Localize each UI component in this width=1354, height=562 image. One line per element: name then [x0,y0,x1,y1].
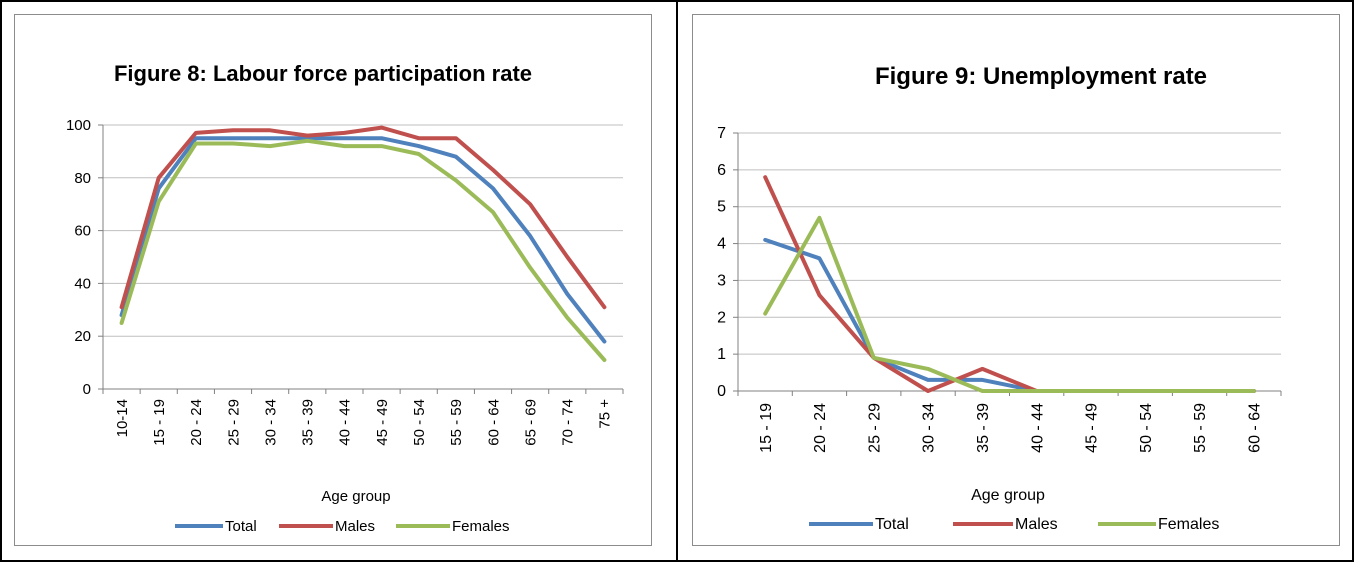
y-tick-label: 1 [717,346,726,363]
labour-force-chart: Figure 8: Labour force participation rat… [66,61,624,535]
legend-label-females: Females [452,518,510,535]
series-line-males [119,125,607,310]
series-line-males [763,175,1256,393]
y-tick-label: 0 [717,383,726,400]
y-tick-label: 20 [74,328,91,345]
y-tick-label: 80 [74,170,91,187]
y-tick-label: 40 [74,275,91,292]
x-tick-label: 40 - 44 [337,399,354,446]
chart-panel-unemployment: Figure 9: Unemployment rate 0 1 2 3 4 5 6 7 15 … [692,14,1340,546]
series-line-females [119,138,607,362]
chart-title: Figure 8: Labour force participation rat… [114,61,532,86]
y-tick-label: 3 [717,272,726,289]
x-tick-label: 60 - 64 [1246,403,1263,453]
x-tick-label: 55 - 59 [1192,403,1209,453]
x-tick-label: 15 - 19 [758,403,775,453]
series-line-total [119,136,607,344]
x-tick-label: 20 - 24 [188,399,205,446]
x-tick-label: 35 - 39 [975,403,992,453]
y-tick-label: 100 [66,117,91,134]
x-tick-label: 15 - 19 [151,399,168,446]
frame-divider [676,0,678,562]
x-tick-label: 70 - 74 [560,399,577,446]
y-tick-label: 4 [717,236,726,253]
x-tick-label: 50 - 54 [1138,403,1155,453]
x-tick-label: 30 - 34 [262,399,279,446]
x-tick-label: 50 - 54 [411,399,428,446]
x-tick-label: 10-14 [114,399,131,437]
x-tick-label: 30 - 34 [921,403,938,453]
x-tick-label: 45 - 49 [1084,403,1101,453]
legend-label-total: Total [875,516,909,533]
x-tick-label: 25 - 29 [225,399,242,446]
unemployment-chart: Figure 9: Unemployment rate 0 1 2 3 4 5 6 7 15 … [717,63,1282,533]
y-tick-label: 5 [717,199,726,216]
y-tick-label: 60 [74,223,91,240]
y-tick-label: 0 [83,381,91,398]
x-tick-label: 55 - 59 [448,399,465,446]
x-tick-label: 25 - 29 [866,403,883,453]
x-axis-label: Age group [971,487,1045,504]
legend-label-total: Total [225,518,257,535]
series-line-females [763,215,1256,393]
y-tick-label: 7 [717,125,726,142]
x-tick-label: 75 + [597,399,614,429]
legend-label-males: Males [335,518,375,535]
x-tick-label: 35 - 39 [300,399,317,446]
chart-title: Figure 9: Unemployment rate [875,63,1207,90]
x-tick-label: 40 - 44 [1029,403,1046,453]
x-tick-label: 20 - 24 [812,403,829,453]
y-tick-label: 6 [717,162,726,179]
y-tick-label: 2 [717,309,726,326]
legend-label-males: Males [1015,516,1058,533]
x-tick-label: 65 - 69 [522,399,539,446]
x-tick-label: 60 - 64 [485,399,502,446]
x-axis-label: Age group [321,488,390,505]
legend-label-females: Females [1158,516,1219,533]
chart-panel-labour-force: Figure 8: Labour force participation rat… [14,14,652,546]
x-tick-label: 45 - 49 [374,399,391,446]
